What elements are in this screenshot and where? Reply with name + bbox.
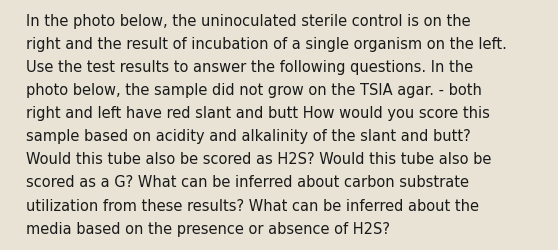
Text: right and left have red slant and butt How would you score this: right and left have red slant and butt H… — [26, 106, 490, 120]
Text: utilization from these results? What can be inferred about the: utilization from these results? What can… — [26, 198, 479, 213]
Text: Would this tube also be scored as H2S? Would this tube also be: Would this tube also be scored as H2S? W… — [26, 152, 491, 167]
Text: media based on the presence or absence of H2S?: media based on the presence or absence o… — [26, 221, 390, 236]
Text: photo below, the sample did not grow on the TSIA agar. - both: photo below, the sample did not grow on … — [26, 82, 482, 98]
Text: scored as a G? What can be inferred about carbon substrate: scored as a G? What can be inferred abou… — [26, 175, 469, 190]
Text: In the photo below, the uninoculated sterile control is on the: In the photo below, the uninoculated ste… — [26, 14, 470, 28]
Text: right and the result of incubation of a single organism on the left.: right and the result of incubation of a … — [26, 36, 507, 52]
Text: sample based on acidity and alkalinity of the slant and butt?: sample based on acidity and alkalinity o… — [26, 129, 470, 144]
Text: Use the test results to answer the following questions. In the: Use the test results to answer the follo… — [26, 60, 473, 74]
